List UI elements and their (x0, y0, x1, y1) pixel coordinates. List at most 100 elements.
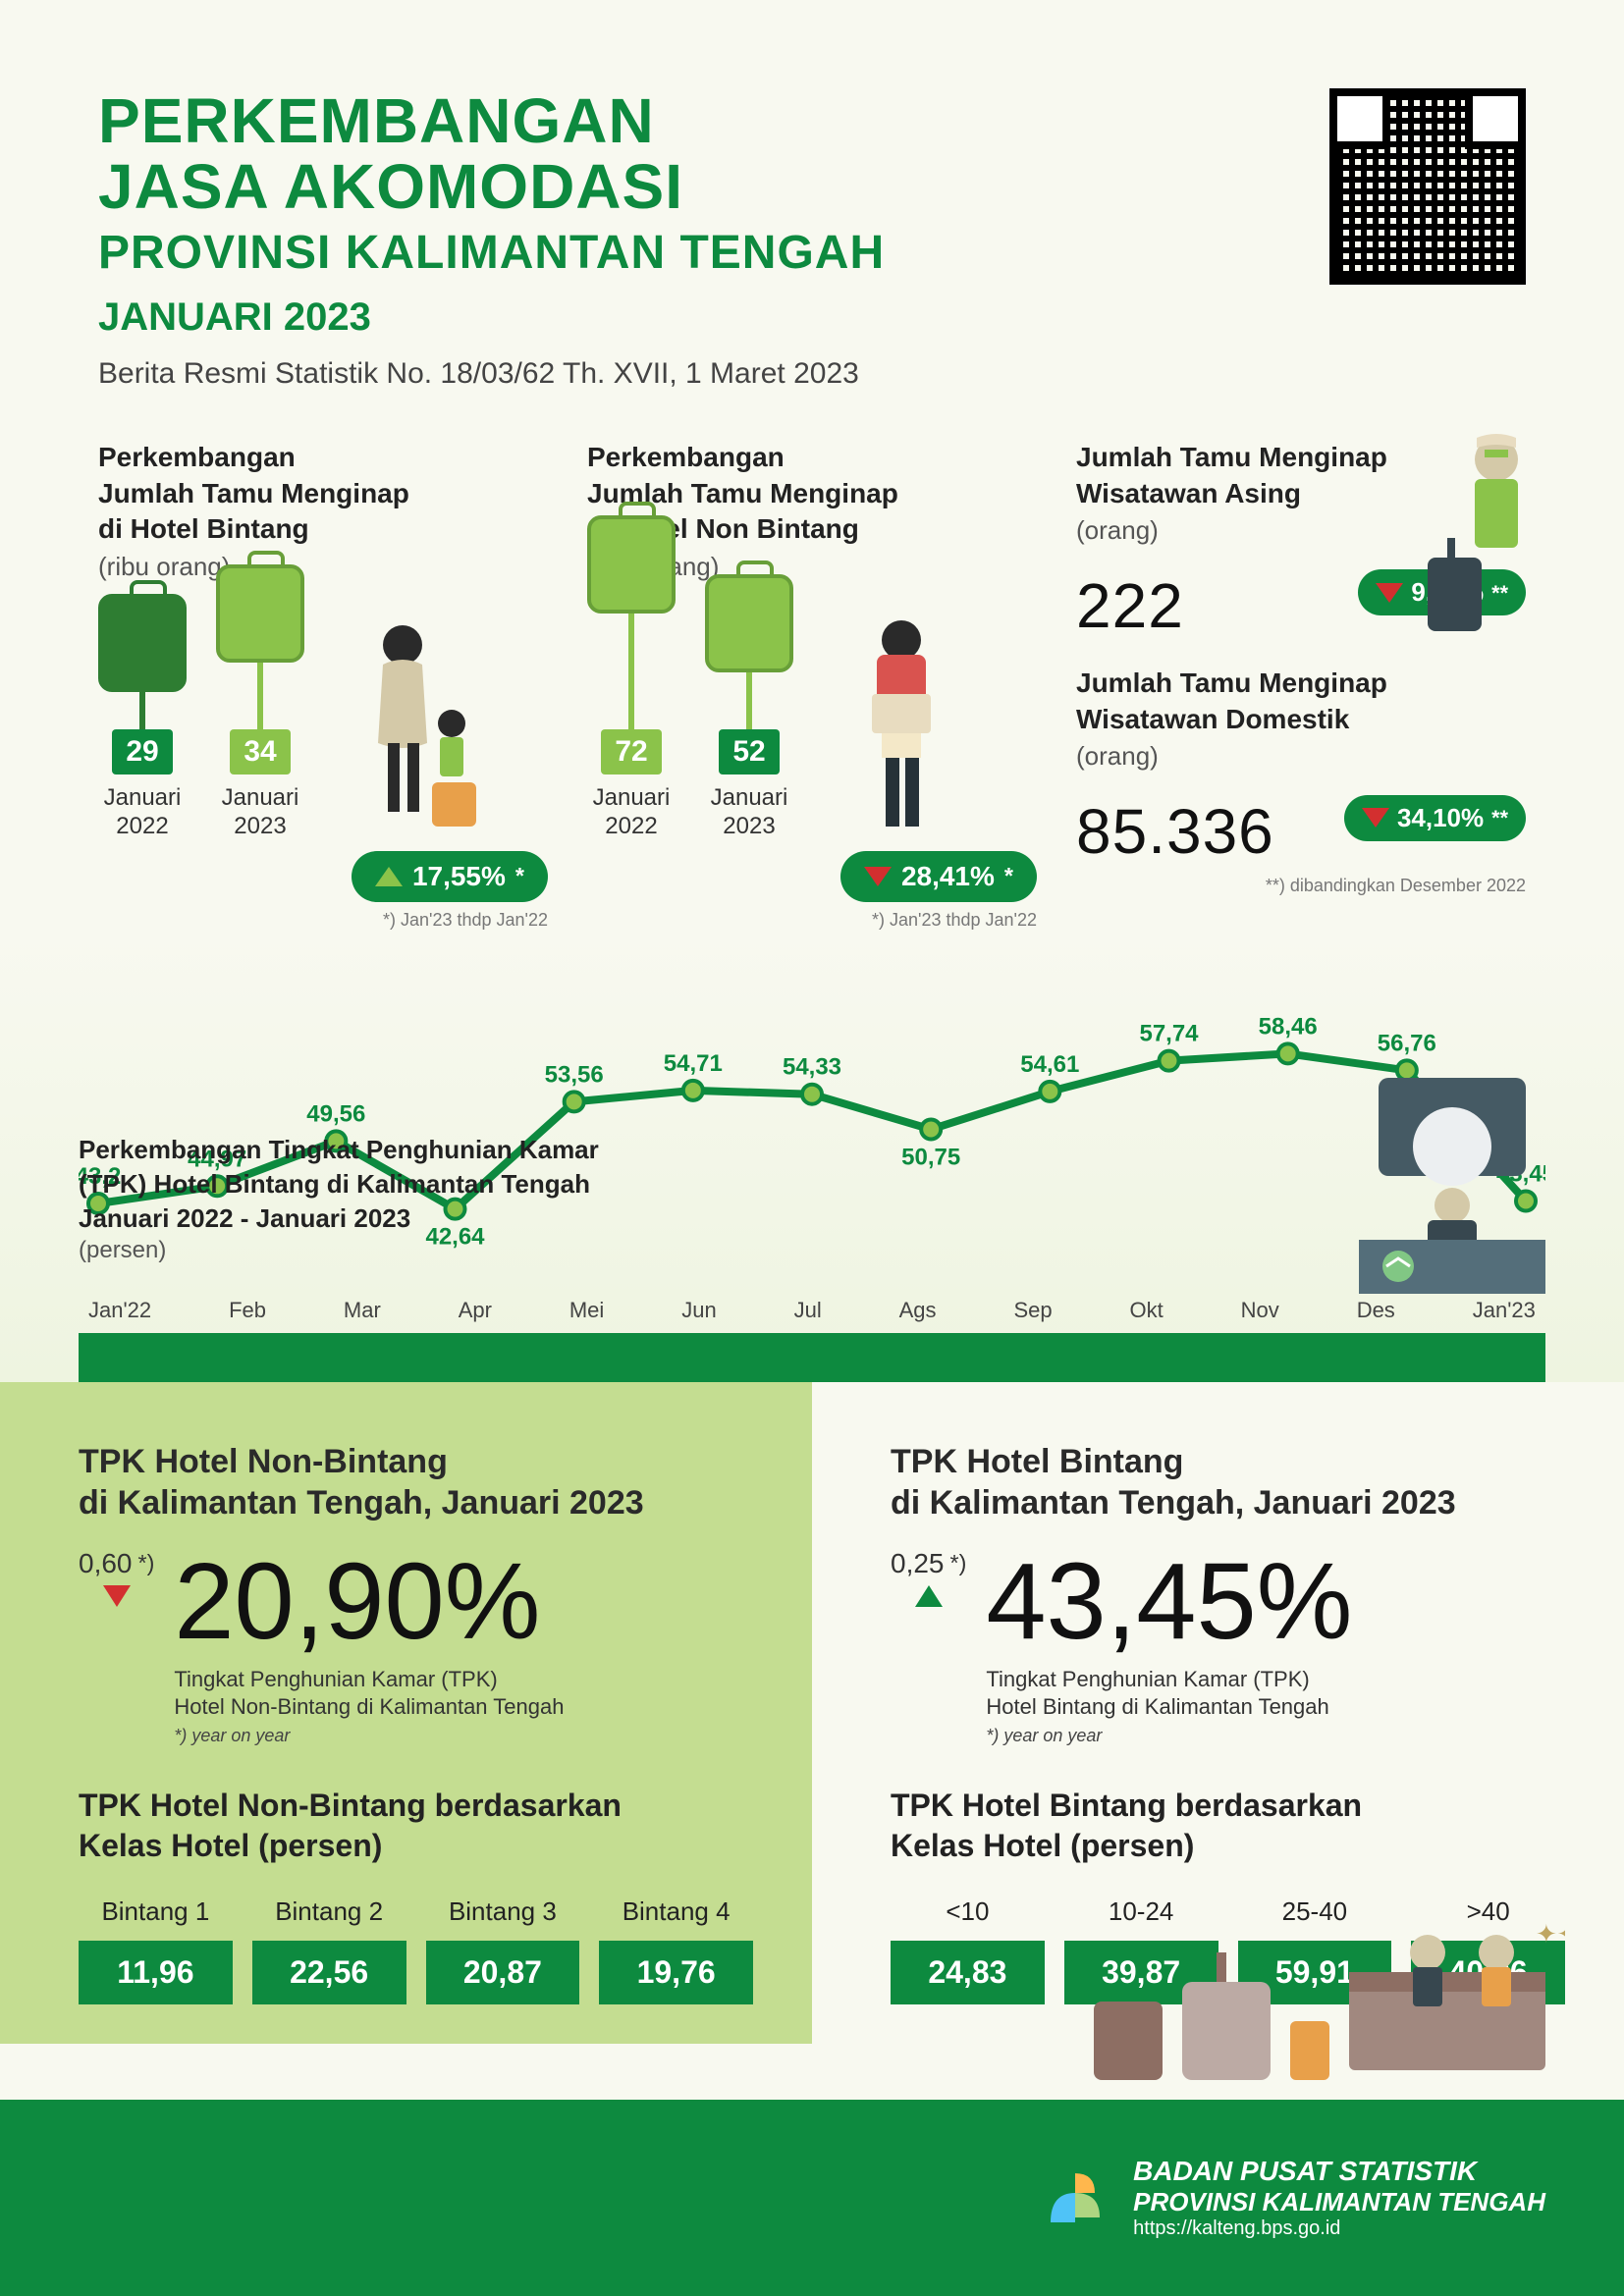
title-line-3: PROVINSI KALIMANTAN TENGAH (98, 226, 1526, 280)
class-label: Bintang 3 (426, 1896, 580, 1927)
bar-item: 29 Januari 2022 (98, 594, 187, 841)
title-date: JANUARI 2023 (98, 295, 1526, 340)
bar-stem (139, 692, 145, 731)
bar-label: Januari 2023 (711, 784, 788, 841)
suitcase-icon (216, 564, 304, 663)
percent-desc: Tingkat Penghunian Kamar (TPK) Hotel Bin… (986, 1666, 1352, 1722)
percent-desc: Tingkat Penghunian Kamar (TPK) Hotel Non… (174, 1666, 564, 1722)
caption-line: Perkembangan Tingkat Penghunian Kamar (79, 1133, 599, 1167)
traveler-backpacker-icon (823, 606, 980, 841)
change-pill: 34,10% ** (1344, 795, 1526, 841)
bar-item: 34 Januari 2023 (216, 564, 304, 841)
change-value: 28,41% (901, 861, 995, 892)
footnote: *) Jan'23 thdp Jan'22 (587, 910, 1037, 931)
class-value: 11,96 (79, 1941, 233, 2004)
footer-text: BADAN PUSAT STATISTIK PROVINSI KALIMANTA… (1133, 2156, 1545, 2240)
svg-text:54,71: 54,71 (664, 1049, 723, 1076)
change-note: ** (1491, 805, 1508, 830)
hotel-lobby-illustration-icon: ✦✦ (1055, 1913, 1565, 2090)
panel-title: TPK Hotel Bintang di Kalimantan Tengah, … (891, 1441, 1565, 1524)
suitcase-icon (98, 594, 187, 692)
caption-line: (TPK) Hotel Bintang di Kalimantan Tengah (79, 1167, 599, 1201)
x-tick: Ags (899, 1298, 937, 1323)
metric-bintang: Perkembangan Jumlah Tamu Menginap di Hot… (79, 440, 568, 930)
svg-text:49,56: 49,56 (306, 1100, 365, 1127)
class-label: Bintang 2 (252, 1896, 406, 1927)
class-item: Bintang 3 20,87 (426, 1896, 580, 2004)
change-pill: 17,55% * (352, 851, 548, 902)
x-tick: Mar (344, 1298, 381, 1323)
reception-desk-icon (1359, 1078, 1545, 1294)
caption-unit: (persen) (79, 1237, 599, 1264)
class-item: <10 24,83 (891, 1896, 1045, 2004)
header: PERKEMBANGAN JASA AKOMODASI PROVINSI KAL… (0, 0, 1624, 420)
change-pill: 28,41% * (840, 851, 1037, 902)
bar-label: Januari 2023 (222, 784, 299, 841)
caption-line: Januari 2022 - Januari 2023 (79, 1201, 599, 1236)
svg-text:53,56: 53,56 (545, 1061, 604, 1088)
x-tick: Sep (1013, 1298, 1052, 1323)
footer-line-2: PROVINSI KALIMANTAN TENGAH (1133, 2187, 1545, 2217)
x-axis: Jan'22FebMarAprMeiJunJulAgsSepOktNovDesJ… (79, 1274, 1545, 1323)
delta-note: *) (138, 1550, 155, 1576)
x-tick: Jan'23 (1473, 1298, 1536, 1323)
x-tick: Mei (569, 1298, 604, 1323)
svg-text:50,75: 50,75 (901, 1144, 960, 1170)
class-value: 19,76 (599, 1941, 753, 2004)
suitcase-bars: 29 Januari 2022 34 Januari 2023 (98, 606, 548, 841)
class-label: Bintang 1 (79, 1896, 233, 1927)
x-tick: Des (1357, 1298, 1395, 1323)
percent-note: *) year on year (174, 1726, 564, 1746)
svg-text:54,61: 54,61 (1020, 1050, 1079, 1077)
big-percent: 43,45% (986, 1548, 1352, 1656)
change-value: 17,55% (412, 861, 506, 892)
subtitle: Berita Resmi Statistik No. 18/03/62 Th. … (98, 357, 1526, 391)
percent-note: *) year on year (986, 1726, 1352, 1746)
suitcase-bars: 72 Januari 2022 52 Januari 2023 (587, 606, 1037, 841)
metric-unit: (ribu orang) (98, 552, 548, 582)
svg-text:58,46: 58,46 (1259, 1013, 1318, 1040)
delta: 0,60 *) (79, 1548, 154, 1579)
x-tick: Jan'22 (88, 1298, 151, 1323)
x-tick: Jun (681, 1298, 716, 1323)
footer: BADAN PUSAT STATISTIK PROVINSI KALIMANTA… (0, 2100, 1624, 2296)
top-metrics-row: Perkembangan Jumlah Tamu Menginap di Hot… (0, 420, 1624, 930)
bar-value: 52 (719, 729, 779, 774)
qr-code-icon (1329, 88, 1526, 285)
class-label: <10 (891, 1896, 1045, 1927)
svg-text:56,76: 56,76 (1378, 1030, 1436, 1056)
x-tick: Apr (459, 1298, 492, 1323)
metric-title: Jumlah Tamu Menginap Wisatawan Domestik (1076, 666, 1526, 737)
footnote: *) Jan'23 thdp Jan'22 (98, 910, 548, 931)
bps-logo-icon (1041, 2163, 1110, 2232)
triangle-up-icon (915, 1585, 943, 1607)
bar-value: 34 (230, 729, 290, 774)
class-label: Bintang 4 (599, 1896, 753, 1927)
x-tick: Okt (1130, 1298, 1164, 1323)
x-tick: Feb (229, 1298, 266, 1323)
delta-note: *) (950, 1550, 967, 1576)
class-title: TPK Hotel Non-Bintang berdasarkan Kelas … (79, 1786, 753, 1867)
traveler-mother-child-icon (334, 606, 491, 841)
delta-value: 0,25 (891, 1548, 945, 1579)
class-item: Bintang 2 22,56 (252, 1896, 406, 2004)
triangle-down-icon (1362, 808, 1389, 828)
bar-label: Januari 2022 (104, 784, 182, 841)
change-note: * (515, 863, 524, 889)
green-divider-bar (79, 1333, 1545, 1382)
footnote: **) dibandingkan Desember 2022 (1076, 876, 1526, 896)
suitcase-icon (587, 515, 676, 614)
metric-nonbintang: Perkembangan Jumlah Tamu Menginap di Hot… (568, 440, 1056, 930)
bar-stem (746, 672, 752, 731)
svg-text:57,74: 57,74 (1139, 1020, 1199, 1046)
suitcase-icon (705, 574, 793, 672)
x-tick: Jul (794, 1298, 822, 1323)
svg-text:✦✦: ✦✦ (1536, 1919, 1565, 1949)
change-value: 34,10% (1397, 803, 1484, 833)
bar-item: 72 Januari 2022 (587, 515, 676, 841)
big-percent: 20,90% (174, 1548, 564, 1656)
bar-item: 52 Januari 2023 (705, 574, 793, 841)
delta-value: 0,60 (79, 1548, 133, 1579)
bar-stem (257, 663, 263, 731)
class-title: TPK Hotel Bintang berdasarkan Kelas Hote… (891, 1786, 1565, 1867)
